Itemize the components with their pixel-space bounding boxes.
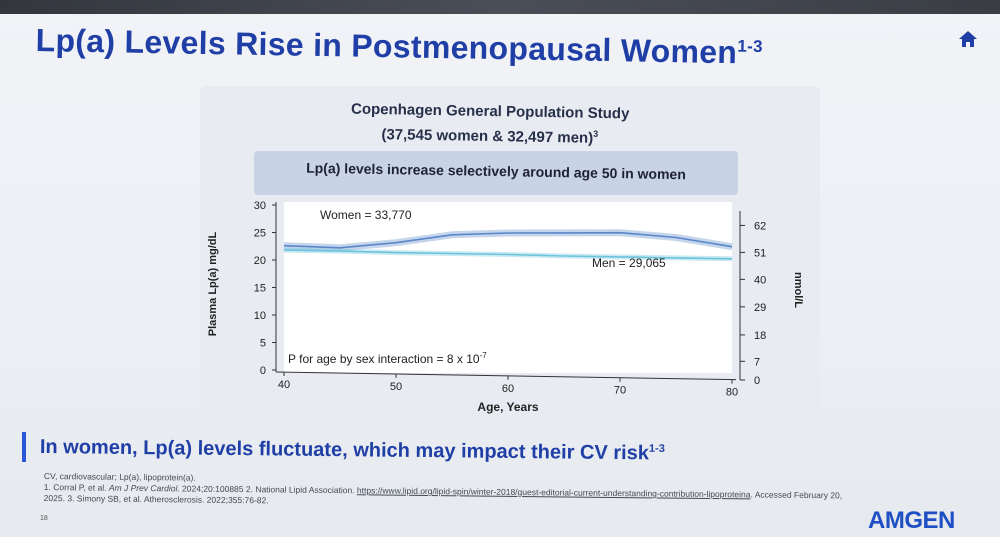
annotation-text: P for age by sex interaction = 8 x 10: [288, 352, 480, 366]
home-icon[interactable]: [958, 30, 978, 48]
y2-axis-title: nmol/L: [792, 272, 804, 308]
y2-tick-label: 7: [754, 356, 760, 368]
y-tick-label: 20: [254, 255, 266, 267]
x-axis-line: [275, 371, 737, 381]
x-tick-label: 70: [614, 385, 626, 397]
annotation-superscript: -7: [480, 351, 488, 360]
series-label-women: Women = 33,770: [320, 208, 412, 222]
chart-banner: [254, 151, 738, 195]
ref1-author: 1. Corral P, et al.: [43, 481, 109, 493]
y2-tick-label: 29: [754, 302, 766, 314]
ref1-journal: Am J Prev Cardiol.: [108, 482, 180, 494]
y2-tick-label: 51: [754, 247, 766, 259]
page-number: 18: [40, 515, 48, 522]
y-tick-label: 0: [260, 365, 266, 377]
x-axis-title: Age, Years: [477, 400, 538, 414]
y2-tick-label: 0: [754, 375, 760, 387]
y-tick-label: 30: [254, 200, 266, 212]
y-tick-label: 5: [260, 338, 266, 350]
y-tick-label: 10: [254, 310, 266, 322]
takeaway-accent-bar: [22, 432, 26, 462]
top-bar: [0, 0, 1000, 14]
amgen-logo: AMGEN: [868, 507, 955, 534]
x-tick-label: 60: [502, 383, 514, 395]
takeaway-superscript: 1-3: [648, 442, 665, 455]
interaction-annotation: P for age by sex interaction = 8 x 10-7: [288, 351, 487, 366]
ref1-rest: 2024;20:100885 2. National Lipid Associa…: [179, 483, 357, 496]
x-tick-label: 50: [390, 381, 402, 393]
y-axis-title: Plasma Lp(a) mg/dL: [207, 231, 219, 336]
y-tick-label: 25: [254, 228, 266, 240]
x-tick-label: 80: [726, 387, 738, 399]
y-tick-label: 15: [254, 283, 266, 295]
series-line: [283, 231, 733, 249]
series-label-men: Men = 29,065: [592, 256, 666, 270]
x-tick-label: 40: [278, 379, 290, 391]
y2-tick-label: 40: [754, 274, 766, 286]
series-line: [283, 249, 733, 260]
y2-tick-label: 18: [754, 330, 766, 342]
y2-tick-label: 62: [754, 220, 766, 232]
plot-area: [284, 202, 732, 373]
